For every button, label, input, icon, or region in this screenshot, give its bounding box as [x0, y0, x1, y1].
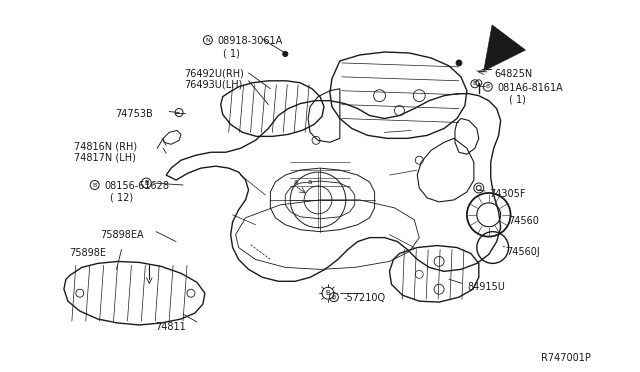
Text: 75898EA: 75898EA: [100, 230, 144, 240]
Text: 84915U: 84915U: [467, 282, 505, 292]
Text: N: N: [205, 38, 210, 43]
Circle shape: [283, 51, 288, 57]
Text: 08156-61628: 08156-61628: [104, 181, 170, 191]
Text: R747001P: R747001P: [541, 353, 591, 363]
Text: 64825N: 64825N: [495, 69, 533, 79]
Text: a: a: [294, 179, 298, 185]
Text: B: B: [486, 84, 490, 89]
Text: ( 12): ( 12): [109, 193, 132, 203]
Text: B: B: [332, 295, 336, 300]
Text: B: B: [326, 290, 330, 296]
Text: B: B: [144, 180, 148, 186]
Circle shape: [456, 60, 462, 66]
Text: 081A6-8161A: 081A6-8161A: [498, 83, 563, 93]
Text: 74560J: 74560J: [507, 247, 540, 257]
Text: 08918-3061A: 08918-3061A: [218, 36, 283, 46]
Text: 76492U(RH): 76492U(RH): [184, 69, 244, 79]
Text: 74753B: 74753B: [116, 109, 154, 119]
Text: 74817N (LH): 74817N (LH): [74, 152, 136, 162]
Text: 76493U(LH): 76493U(LH): [184, 80, 243, 90]
Text: B: B: [93, 183, 97, 187]
Text: 75898E: 75898E: [69, 247, 106, 257]
Text: 74560: 74560: [509, 216, 540, 226]
Text: B: B: [473, 81, 477, 86]
Text: 74811: 74811: [156, 322, 186, 332]
Text: a: a: [308, 179, 312, 185]
Text: ( 1): ( 1): [223, 48, 239, 58]
Text: 74816N (RH): 74816N (RH): [74, 141, 137, 151]
Text: 74305F: 74305F: [489, 189, 525, 199]
Text: ( 1): ( 1): [509, 95, 525, 105]
Text: -57210Q: -57210Q: [344, 293, 386, 303]
